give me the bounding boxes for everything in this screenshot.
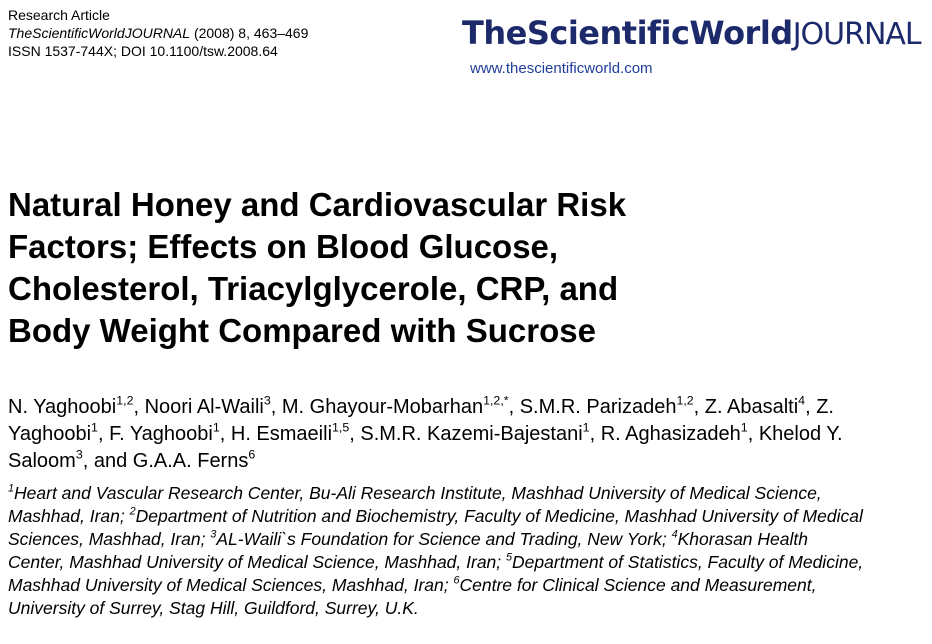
- author-name: , S.M.R. Parizadeh: [508, 396, 677, 418]
- author-name: , and G.A.A. Ferns: [82, 450, 249, 472]
- author-name: , Z. Yaghoobi: [8, 396, 834, 445]
- author-name: , M. Ghayour-Mobarhan: [270, 396, 484, 418]
- affiliation-text: AL-Waili`s Foundation for Science and Tr…: [216, 529, 672, 549]
- author-name: , Khelod Y. Saloom: [8, 423, 843, 472]
- author-name: , S.M.R. Kazemi-Bajestani: [349, 423, 583, 445]
- author-affiliation-mark: 4: [798, 393, 806, 408]
- author-name: , Noori Al-Waili: [133, 396, 264, 418]
- affiliation-text: Khorasan Health Center, Mashhad Universi…: [8, 529, 808, 572]
- affiliation-text: Department of Nutrition and Biochemistry…: [8, 506, 863, 549]
- article-type: Research Article: [8, 7, 110, 23]
- affiliation-text: Department of Statistics, Faculty of Med…: [8, 552, 864, 595]
- author-affiliation-mark: 1: [91, 420, 98, 435]
- affiliation-text: Heart and Vascular Research Center, Bu-A…: [8, 483, 822, 526]
- author-affiliation-mark: 1,2: [116, 393, 134, 408]
- author-affiliation-mark: 3: [263, 393, 271, 408]
- logo-url: www.thescientificworld.com: [470, 60, 653, 77]
- author-name: N. Yaghoobi: [8, 396, 117, 418]
- author-affiliation-mark: 1,2,*: [483, 393, 509, 408]
- author-affiliation-mark: 1: [740, 420, 748, 435]
- citation: (2008) 8, 463–469: [190, 25, 309, 41]
- journal-line: TheScientificWorldJOURNAL (2008) 8, 463–…: [8, 24, 308, 42]
- author-affiliation-mark: 3: [75, 447, 83, 462]
- author-affiliation-mark: 6: [248, 447, 256, 462]
- author-affiliation-mark: 1,5: [332, 420, 350, 435]
- journal: TheScientificWorldJOURNAL: [8, 25, 191, 41]
- authors: N. Yaghoobi1,2, Noori Al-Waili3, M. Ghay…: [8, 394, 868, 475]
- author-name: , R. Aghasizadeh: [589, 423, 741, 445]
- logo-suffix: JOURNAL: [792, 17, 922, 52]
- author-name: , Z. Abasalti: [693, 396, 799, 418]
- author-affiliation-mark: 1: [582, 420, 590, 435]
- affiliation-number: 5: [506, 551, 513, 564]
- header: Research Article TheScientificWorldJOURN…: [8, 6, 308, 60]
- author-affiliation-mark: 1: [212, 420, 220, 435]
- author-affiliation-mark: 1,2: [676, 393, 694, 408]
- affiliation-number: 1: [8, 482, 15, 495]
- affiliation-number: 6: [453, 574, 460, 587]
- author-name: , F. Yaghoobi: [97, 423, 213, 445]
- title: Natural Honey and Cardiovascular Risk Fa…: [8, 186, 627, 349]
- affiliation-number: 2: [129, 505, 136, 518]
- issn: ISSN 1537-744X; DOI 10.1100/tsw.2008.64: [8, 43, 278, 59]
- logo-name: TheScientificWorld: [462, 14, 793, 52]
- affiliation-text: Centre for Clinical Science and Measurem…: [8, 575, 817, 618]
- logo: TheScientificWorldJOURNAL www.thescienti…: [462, 14, 928, 77]
- affiliation-number: 3: [210, 528, 217, 541]
- affiliation-number: 4: [671, 528, 678, 541]
- author-name: , H. Esmaeili: [219, 423, 333, 445]
- affiliations: 1Heart and Vascular Research Center, Bu-…: [8, 482, 868, 620]
